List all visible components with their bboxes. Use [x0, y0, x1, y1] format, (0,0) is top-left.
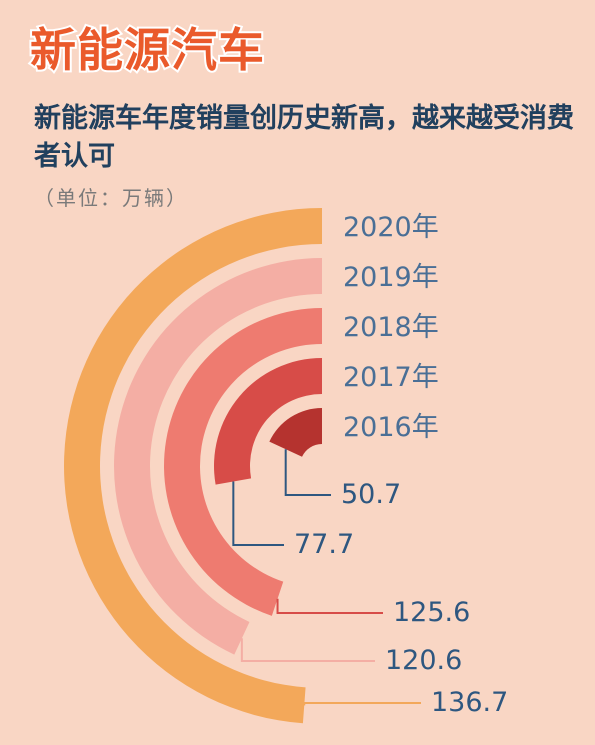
value-label-5: 136.7	[431, 687, 508, 718]
year-label-5: 2020年	[343, 212, 439, 243]
unit-label: （单位：万辆）	[34, 186, 188, 210]
value-label-group: 50.7 77.7 125.6 120.6 136.7	[294, 479, 508, 718]
leader-line-5	[303, 702, 421, 706]
leader-group	[232, 449, 421, 706]
ring-2	[213, 358, 322, 485]
value-label-4: 120.6	[385, 645, 462, 676]
leader-line-2	[232, 481, 284, 546]
year-label-1: 2016年	[343, 412, 439, 443]
year-label-2: 2017年	[343, 362, 439, 393]
ring-5	[64, 208, 323, 724]
year-label-3: 2018年	[343, 312, 439, 343]
page-subtitle: 新能源车年度销量创历史新高，越来越受消费者认可	[34, 103, 574, 172]
year-label-4: 2019年	[343, 262, 439, 293]
ring-group	[64, 208, 323, 724]
value-label-2: 77.7	[294, 529, 354, 560]
page-title: 新能源汽车	[28, 21, 266, 79]
leader-line-4	[240, 638, 375, 662]
ring-3	[164, 308, 322, 616]
value-label-1: 50.7	[341, 479, 401, 510]
year-label-group: 2016年 2017年 2018年 2019年 2020年	[343, 212, 439, 443]
ring-4	[114, 258, 322, 655]
ring-1	[269, 408, 322, 457]
value-label-3: 125.6	[393, 597, 470, 628]
leader-line-3	[276, 598, 383, 614]
leader-line-1	[284, 449, 331, 496]
